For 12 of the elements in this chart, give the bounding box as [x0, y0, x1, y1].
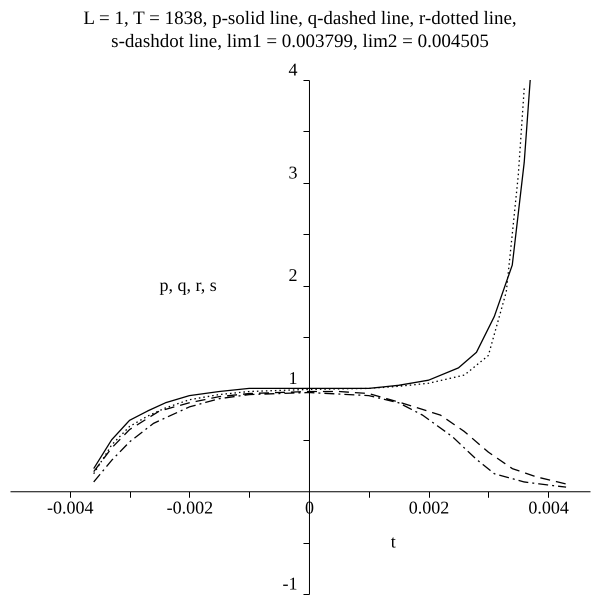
y-tick-label: 3: [288, 162, 298, 182]
y-tick-label: 1: [288, 368, 298, 388]
x-tick-label: 0.002: [408, 498, 450, 518]
x-tick-label: 0.004: [528, 498, 569, 518]
chart-title: L = 1, T = 1838, p-solid line, q-dashed line, r-dotted line, s-dashdot line, lim1 = 0.003799, lim2 = 0.004505: [83, 8, 517, 52]
x-axis-title: t: [390, 532, 396, 552]
x-tick-label: -0.004: [47, 498, 94, 518]
y-tick-label: 2: [288, 265, 298, 286]
y-axis-title: p, q, r, s: [159, 275, 217, 296]
y-tick-label: -1: [282, 574, 298, 594]
x-tick-label: -0.002: [166, 498, 214, 518]
y-tick-label: 4: [288, 60, 298, 80]
